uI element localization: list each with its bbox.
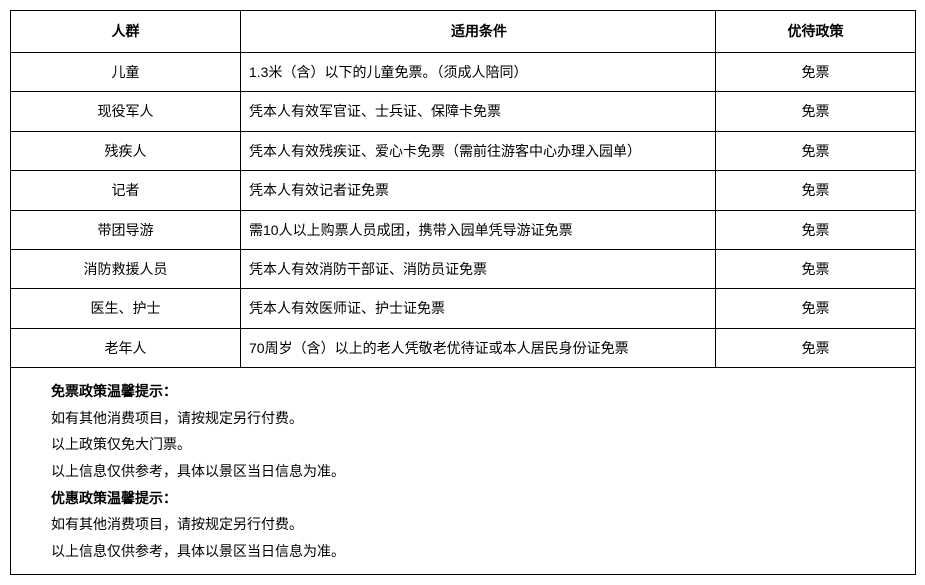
cell-condition: 1.3米（含）以下的儿童免票。（须成人陪同）: [241, 53, 716, 92]
cell-group: 残疾人: [11, 131, 241, 170]
cell-group: 儿童: [11, 53, 241, 92]
cell-policy: 免票: [716, 92, 916, 131]
note-line: 如有其他消费项目，请按规定另行付费。: [51, 511, 895, 538]
cell-policy: 免票: [716, 131, 916, 170]
cell-condition: 凭本人有效残疾证、爱心卡免票（需前往游客中心办理入园单）: [241, 131, 716, 170]
table-header-row: 人群 适用条件 优待政策: [11, 11, 916, 53]
cell-group: 现役军人: [11, 92, 241, 131]
cell-policy: 免票: [716, 249, 916, 288]
notes-row: 免票政策温馨提示： 如有其他消费项目，请按规定另行付费。 以上政策仅免大门票。 …: [11, 368, 916, 575]
cell-group: 记者: [11, 171, 241, 210]
note-line: 以上信息仅供参考，具体以景区当日信息为准。: [51, 458, 895, 485]
cell-group: 老年人: [11, 328, 241, 367]
cell-group: 带团导游: [11, 210, 241, 249]
header-condition: 适用条件: [241, 11, 716, 53]
table-row: 带团导游 需10人以上购票人员成团，携带入园单凭导游证免票 免票: [11, 210, 916, 249]
policy-table: 人群 适用条件 优待政策 儿童 1.3米（含）以下的儿童免票。（须成人陪同） 免…: [10, 10, 916, 575]
header-group: 人群: [11, 11, 241, 53]
note-line: 以上信息仅供参考，具体以景区当日信息为准。: [51, 538, 895, 565]
cell-condition: 需10人以上购票人员成团，携带入园单凭导游证免票: [241, 210, 716, 249]
cell-condition: 凭本人有效军官证、士兵证、保障卡免票: [241, 92, 716, 131]
cell-policy: 免票: [716, 210, 916, 249]
note-line: 如有其他消费项目，请按规定另行付费。: [51, 405, 895, 432]
cell-condition: 70周岁（含）以上的老人凭敬老优待证或本人居民身份证免票: [241, 328, 716, 367]
cell-condition: 凭本人有效医师证、护士证免票: [241, 289, 716, 328]
cell-policy: 免票: [716, 53, 916, 92]
cell-policy: 免票: [716, 289, 916, 328]
cell-condition: 凭本人有效消防干部证、消防员证免票: [241, 249, 716, 288]
cell-policy: 免票: [716, 328, 916, 367]
table-row: 儿童 1.3米（含）以下的儿童免票。（须成人陪同） 免票: [11, 53, 916, 92]
table-row: 现役军人 凭本人有效军官证、士兵证、保障卡免票 免票: [11, 92, 916, 131]
table-row: 消防救援人员 凭本人有效消防干部证、消防员证免票 免票: [11, 249, 916, 288]
header-policy: 优待政策: [716, 11, 916, 53]
cell-policy: 免票: [716, 171, 916, 210]
table-row: 残疾人 凭本人有效残疾证、爱心卡免票（需前往游客中心办理入园单） 免票: [11, 131, 916, 170]
table-row: 记者 凭本人有效记者证免票 免票: [11, 171, 916, 210]
table-row: 医生、护士 凭本人有效医师证、护士证免票 免票: [11, 289, 916, 328]
cell-group: 医生、护士: [11, 289, 241, 328]
note-heading: 免票政策温馨提示：: [51, 378, 895, 405]
note-line: 以上政策仅免大门票。: [51, 431, 895, 458]
note-heading: 优惠政策温馨提示：: [51, 485, 895, 512]
table-row: 老年人 70周岁（含）以上的老人凭敬老优待证或本人居民身份证免票 免票: [11, 328, 916, 367]
cell-condition: 凭本人有效记者证免票: [241, 171, 716, 210]
notes-cell: 免票政策温馨提示： 如有其他消费项目，请按规定另行付费。 以上政策仅免大门票。 …: [11, 368, 916, 575]
cell-group: 消防救援人员: [11, 249, 241, 288]
